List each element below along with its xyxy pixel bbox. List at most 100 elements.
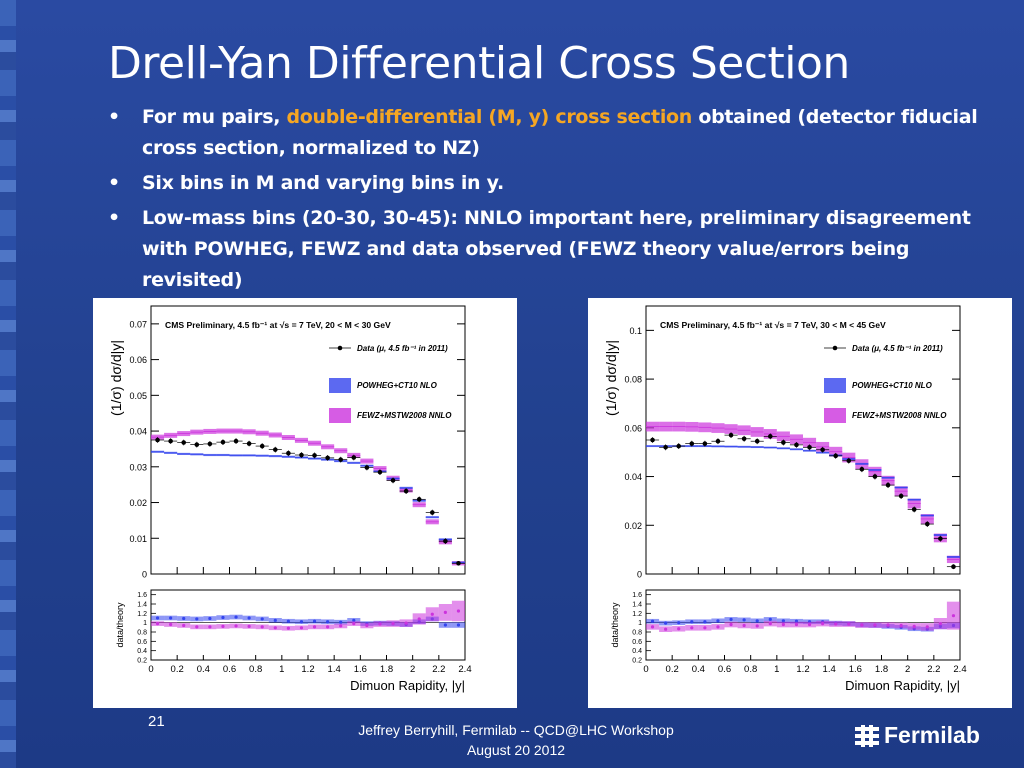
data-point [390,478,396,483]
ratio-powheg-point [326,620,330,624]
ratio-powheg-point [247,616,251,620]
ratio-fewz-point [951,614,956,618]
data-point [351,455,357,460]
data-point [338,457,344,462]
ratio-powheg-point [716,619,720,623]
ratio-fewz-point [352,622,356,626]
x-tick-label: 1.4 [328,664,341,675]
ratio-y-tick-label: 1.4 [632,602,642,609]
ratio-fewz-point [378,622,382,626]
footer-date: August 20 2012 [466,742,566,758]
legend-powheg-label: POWHEG+CT10 NLO [852,381,933,390]
ratio-powheg-point [742,618,746,622]
data-point [246,441,252,446]
x-tick-label: 0 [643,664,648,675]
legend-fewz-label: FEWZ+MSTW2008 NNLO [357,411,452,420]
bullet-text: Six bins in M and varying bins in y. [142,172,504,194]
ratio-fewz-point [873,623,877,627]
data-point [702,441,708,446]
data-point [846,458,852,464]
ratio-fewz-point [391,622,395,626]
y-tick-label: 0.02 [129,498,147,508]
ratio-powheg-point [339,620,343,624]
ratio-fewz-point [326,625,330,629]
ratio-y-tick-label: 1.2 [137,611,147,618]
chart-panel-low-mass-30-45: 0 0.02 0.04 0.06 0.08 0.1 0.2 0.4 0.6 0.8 1 1.2 1.4 1… [588,298,1012,708]
x-tick-label: 1.8 [380,664,393,675]
x-tick-label: 2.4 [953,664,966,675]
ratio-powheg-point [286,619,290,623]
data-point [794,442,799,448]
chart-panel-low-mass-20-30: 0 0.01 0.02 0.03 0.04 0.05 0.06 0.07 0.2 0.4 0.6 0.… [93,298,517,708]
x-tick-label: 2 [905,664,910,675]
data-point [938,536,943,541]
ratio-powheg-point [755,619,759,623]
ratio-powheg-point [729,617,733,621]
data-point [767,434,773,439]
ratio-fewz-point [273,626,277,630]
ratio-y-tick-label: 0.4 [632,648,642,655]
y-tick-label: 0.06 [129,355,147,365]
bullet-item: • Low-mass bins (20-30, 30-45): NNLO imp… [100,203,1000,296]
ratio-fewz-point [155,622,160,626]
data-point [833,453,839,459]
ratio-fewz-point [182,623,186,628]
ratio-fewz-point [938,622,942,626]
ratio-fewz-point [286,626,290,630]
x-tick-label: 2 [410,664,415,675]
bullet-item: • For mu pairs, double-differential (M, … [100,102,1000,164]
ratio-y-tick-label: 1 [143,620,147,627]
slide-title: Drell-Yan Differential Cross Section [108,38,850,89]
y-tick-label: 0.02 [624,521,642,531]
x-tick-label: 2.2 [927,664,940,675]
data-point [220,439,226,445]
x-axis-label: Dimuon Rapidity, |y| [845,678,960,693]
data-point [872,474,878,479]
data-point [233,438,239,444]
ratio-y-tick-label: 0.8 [632,630,642,637]
ratio-powheg-point [768,617,772,621]
ratio-powheg-point [456,623,461,627]
ratio-powheg-point [182,616,186,621]
y-tick-label: 0 [637,570,642,580]
bullet-list: • For mu pairs, double-differential (M, … [100,102,1000,300]
data-point [364,465,370,470]
bullet-text: Low-mass bins (20-30, 30-45): NNLO impor… [142,207,971,291]
ratio-powheg-point [781,619,785,623]
ratio-fewz-point [716,625,720,629]
ratio-powheg-point [273,618,277,622]
y-tick-label: 0.04 [624,472,642,482]
x-tick-label: 1.2 [301,664,314,675]
ratio-powheg-point [234,615,238,619]
x-tick-label: 2.2 [432,664,445,675]
legend-data-marker [832,345,838,351]
x-tick-label: 2.4 [458,664,471,675]
ratio-fewz-point [729,622,733,627]
ratio-powheg-point [195,617,199,621]
data-point [663,445,668,450]
bullet-item: • Six bins in M and varying bins in y. [100,168,1000,199]
bullet-text: For mu pairs, [142,106,287,128]
y-tick-label: 0.06 [624,423,642,433]
ratio-fewz-point [742,623,746,628]
y-tick-label: 0.08 [624,375,642,385]
ratio-fewz-point [768,622,772,626]
x-tick-label: 1.6 [354,664,367,675]
x-tick-label: 1.8 [875,664,888,675]
data-point [754,438,760,444]
data-point [898,493,904,499]
x-tick-label: 1.4 [823,664,836,675]
data-point [650,437,655,443]
ratio-powheg-point [690,620,694,624]
x-tick-label: 1 [279,664,284,675]
data-point [194,442,200,447]
ratio-fewz-point [690,626,694,630]
ratio-powheg-point [221,615,225,620]
data-point [286,450,291,456]
ratio-powheg-point [155,616,160,620]
data-point [689,441,695,446]
x-tick-label: 0.2 [171,664,184,675]
ratio-fewz-point [886,623,890,627]
ratio-powheg-point [352,618,356,622]
data-point [676,443,682,449]
